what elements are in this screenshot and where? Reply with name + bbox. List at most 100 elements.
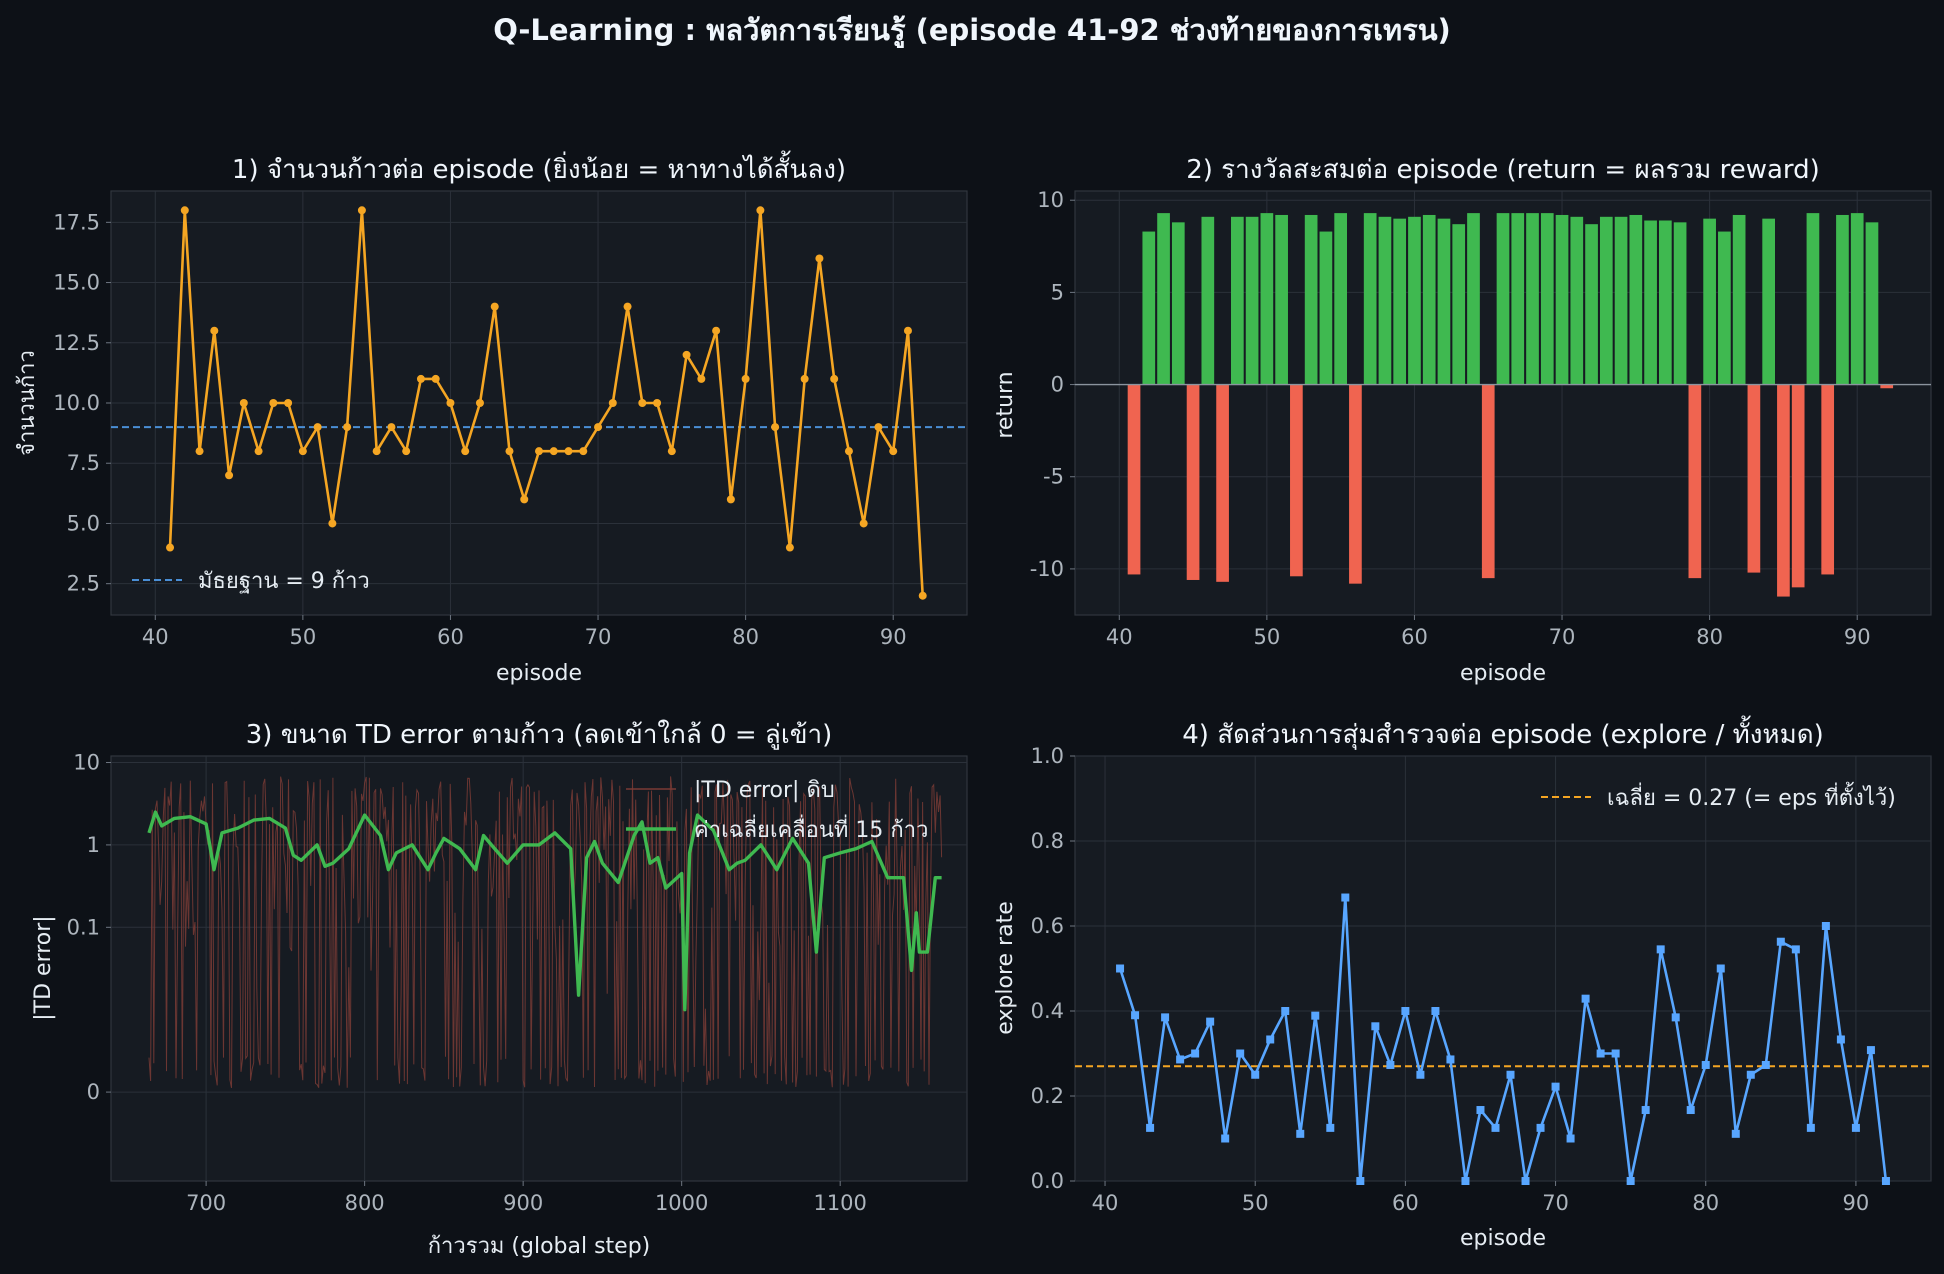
steps-point bbox=[697, 374, 706, 383]
return-y-tick-label: 10 bbox=[1037, 188, 1064, 212]
steps-point bbox=[874, 423, 883, 432]
steps-y-tick-label: 7.5 bbox=[67, 451, 100, 475]
steps-y-tick-label: 5.0 bbox=[67, 511, 100, 535]
steps-y-tick-label: 10.0 bbox=[53, 391, 100, 415]
explore-point bbox=[1806, 1123, 1815, 1132]
return-bar bbox=[1275, 214, 1288, 385]
return-bar bbox=[1880, 384, 1894, 389]
steps-point bbox=[741, 374, 750, 383]
steps-y-axis-label: จำนวนก้าว bbox=[15, 350, 40, 456]
explore-point bbox=[1851, 1123, 1860, 1132]
explore-point bbox=[1311, 1011, 1320, 1020]
explore-y-tick-label: 1.0 bbox=[1031, 744, 1064, 768]
steps-point bbox=[387, 423, 396, 432]
steps-point bbox=[579, 447, 588, 456]
steps-point bbox=[254, 447, 263, 456]
explore-point bbox=[1551, 1082, 1560, 1091]
steps-y-tick-label: 17.5 bbox=[53, 210, 100, 234]
explore-point bbox=[1341, 893, 1350, 902]
return-bar bbox=[1644, 220, 1657, 385]
return-bar bbox=[1526, 213, 1539, 385]
explore-x-tick-label: 40 bbox=[1092, 1191, 1119, 1215]
return-bar bbox=[1216, 384, 1229, 582]
steps-point bbox=[918, 591, 927, 600]
steps-line bbox=[168, 209, 924, 596]
explore-y-tick-label: 0.0 bbox=[1031, 1169, 1064, 1193]
explore-point bbox=[1461, 1177, 1470, 1185]
steps-point bbox=[225, 471, 234, 480]
explore-point bbox=[1431, 1007, 1440, 1015]
return-bar bbox=[1142, 231, 1156, 385]
td-x-tick-label: 700 bbox=[186, 1191, 226, 1215]
steps-point bbox=[357, 206, 366, 215]
explore-point bbox=[1506, 1070, 1515, 1079]
td-x-tick-label: 800 bbox=[345, 1191, 385, 1215]
explore-point bbox=[1356, 1177, 1365, 1185]
explore-point bbox=[1161, 1013, 1170, 1022]
explore-legend: เฉลี่ย = 0.27 (= eps ที่ตั้งไว้) bbox=[1541, 782, 1896, 811]
return-bar bbox=[1171, 222, 1185, 385]
return-bar bbox=[1673, 222, 1687, 385]
return-bar bbox=[1777, 384, 1790, 597]
steps-point bbox=[667, 447, 676, 456]
explore-point bbox=[1866, 1046, 1875, 1055]
steps-point bbox=[313, 423, 322, 432]
steps-y-tick-label: 2.5 bbox=[67, 572, 100, 596]
steps-x-tick-label: 50 bbox=[289, 625, 316, 649]
explore-x-tick-label: 90 bbox=[1843, 1191, 1870, 1215]
td-y-axis-label: |TD error| bbox=[31, 915, 56, 1020]
td-legend: |TD error| ดิบ ค่าเฉลี่ยเคลื่อนที่ 15 ก้… bbox=[626, 778, 928, 843]
steps-point bbox=[284, 399, 293, 407]
explore-point bbox=[1566, 1134, 1575, 1143]
return-bar bbox=[1850, 213, 1864, 385]
return-bar bbox=[1585, 224, 1598, 385]
steps-point bbox=[549, 447, 558, 456]
return-bar bbox=[1614, 216, 1628, 385]
td-y-tick-label: 1 bbox=[87, 833, 100, 857]
steps-point bbox=[298, 447, 307, 456]
td-x-tick-label: 900 bbox=[503, 1191, 543, 1215]
steps-y-tick-label: 15.0 bbox=[53, 271, 100, 295]
explore-point bbox=[1266, 1035, 1275, 1044]
explore-x-tick-label: 80 bbox=[1692, 1191, 1719, 1215]
steps-point bbox=[800, 374, 809, 383]
steps-y-tick-label: 12.5 bbox=[53, 331, 100, 355]
return-bar bbox=[1599, 216, 1613, 385]
return-bar bbox=[1791, 384, 1805, 588]
explore-line bbox=[1118, 896, 1888, 1183]
steps-point bbox=[490, 302, 499, 311]
steps-point bbox=[844, 447, 853, 456]
steps-point bbox=[623, 302, 632, 311]
td-legend-raw-label: |TD error| ดิบ bbox=[694, 778, 835, 803]
explore-point bbox=[1761, 1060, 1770, 1069]
explore-point bbox=[1476, 1106, 1485, 1115]
td-y-tick-label: 0 bbox=[87, 1080, 100, 1104]
return-bar bbox=[1408, 216, 1421, 385]
td-y-tick-label: 0.1 bbox=[67, 915, 100, 939]
explore-point bbox=[1326, 1123, 1335, 1132]
return-bar bbox=[1437, 218, 1451, 385]
explore-rate-panel: 4) สัดส่วนการสุ่มสำรวจต่อ episode (explo… bbox=[993, 715, 1932, 1251]
return-y-tick-label: -5 bbox=[1043, 465, 1064, 489]
steps-point bbox=[343, 423, 352, 432]
steps-legend: มัธยฐาน = 9 ก้าว bbox=[132, 569, 370, 594]
explore-point bbox=[1491, 1123, 1500, 1132]
return-bar bbox=[1629, 214, 1643, 385]
explore-point bbox=[1146, 1123, 1155, 1132]
return-x-tick-label: 40 bbox=[1106, 625, 1133, 649]
return-bar bbox=[1511, 213, 1525, 385]
explore-point bbox=[1686, 1106, 1695, 1115]
steps-point bbox=[830, 374, 839, 383]
return-x-tick-label: 60 bbox=[1401, 625, 1428, 649]
return-x-tick-label: 80 bbox=[1696, 625, 1723, 649]
explore-point bbox=[1191, 1049, 1200, 1058]
explore-point bbox=[1296, 1129, 1305, 1138]
explore-point bbox=[1386, 1060, 1395, 1069]
return-bar bbox=[1363, 213, 1377, 385]
steps-point bbox=[682, 350, 691, 359]
steps-point bbox=[771, 423, 780, 432]
steps-point bbox=[431, 374, 440, 383]
explore-chart-title: 4) สัดส่วนการสุ่มสำรวจต่อ episode (explo… bbox=[1182, 715, 1823, 750]
steps-point bbox=[402, 447, 411, 456]
